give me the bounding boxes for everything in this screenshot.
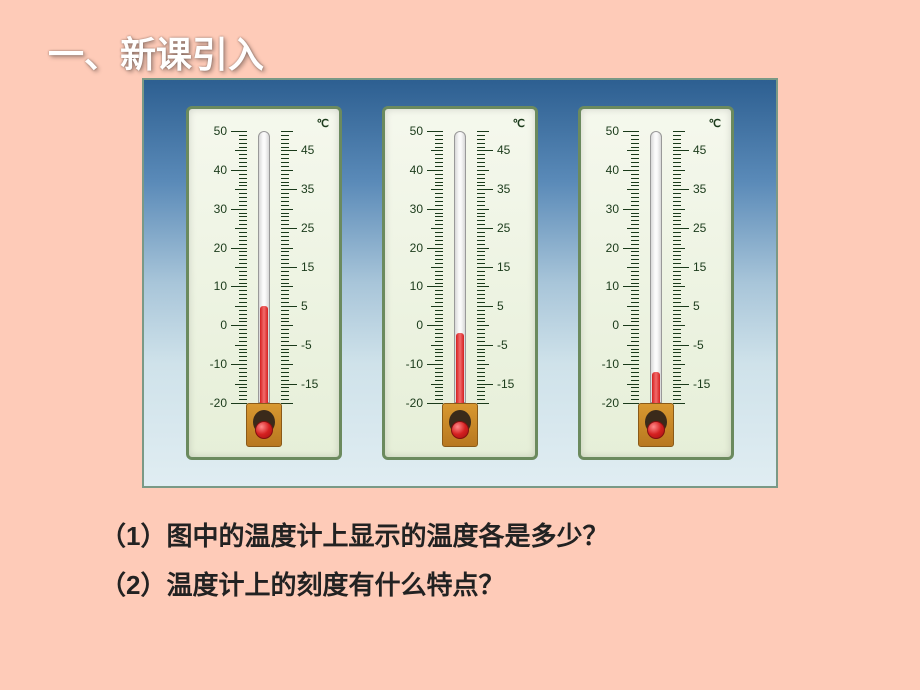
- scale-label: 20: [606, 242, 619, 254]
- thermometer-3: ℃ 50 40 30 20 10 0 -10 -20 45 35 25 15 5 -5 -15: [578, 106, 734, 460]
- scale-label: -5: [301, 339, 312, 351]
- unit-label: ℃: [513, 117, 525, 130]
- tube: [255, 131, 273, 403]
- thermometer-1: ℃ 50 40 30 20 10 0 -10 -20 45 35 25 15 5 -5 -15: [186, 106, 342, 460]
- question-1: （1）图中的温度计上显示的温度各是多少？: [100, 512, 608, 561]
- scale-label: 40: [410, 164, 423, 176]
- scale-label: -10: [406, 358, 423, 370]
- bulb: [255, 421, 273, 439]
- scale-label: 0: [416, 319, 423, 331]
- scale-label: 20: [410, 242, 423, 254]
- scale-label: 40: [214, 164, 227, 176]
- thermometer-2: ℃ 50 40 30 20 10 0 -10 -20 45 35 25 15 5 -5 -15: [382, 106, 538, 460]
- scale-label: 50: [410, 125, 423, 137]
- scale-label: 30: [214, 203, 227, 215]
- scale-right: 45 35 25 15 5 -5 -15: [477, 131, 521, 403]
- scale-label: -5: [497, 339, 508, 351]
- mercury-column: [652, 372, 660, 403]
- question-block: （1）图中的温度计上显示的温度各是多少？ （2）温度计上的刻度有什么特点？: [100, 512, 608, 611]
- scale-label: 5: [693, 300, 700, 312]
- scale-label: 25: [497, 222, 510, 234]
- scale-label: 15: [301, 261, 314, 273]
- scale-label: 50: [606, 125, 619, 137]
- unit-label: ℃: [317, 117, 329, 130]
- scale-label: 30: [410, 203, 423, 215]
- scale-label: 0: [220, 319, 227, 331]
- thermometer-figure: ℃50403020100-10-20453525155-5-15℃5040302…: [142, 78, 778, 488]
- scale-label: -10: [210, 358, 227, 370]
- scale-label: -15: [497, 378, 514, 390]
- scale-label: 25: [693, 222, 706, 234]
- scale-label: 45: [497, 144, 510, 156]
- scale-label: 25: [301, 222, 314, 234]
- scale-left: 50403020100-10-20: [595, 131, 639, 403]
- thermometer-row: ℃50403020100-10-20453525155-5-15℃5040302…: [144, 80, 776, 486]
- scale-label: -15: [693, 378, 710, 390]
- scale-label: 50: [214, 125, 227, 137]
- scale-label: 30: [606, 203, 619, 215]
- scale-label: -20: [406, 397, 423, 409]
- scale-label: 35: [693, 183, 706, 195]
- mercury-column: [260, 306, 268, 403]
- tube: [647, 131, 665, 403]
- scale-label: 10: [214, 280, 227, 292]
- scale-label: -10: [602, 358, 619, 370]
- scale-label: -5: [693, 339, 704, 351]
- scale-label: 35: [497, 183, 510, 195]
- scale-label: 15: [497, 261, 510, 273]
- scale-label: 5: [497, 300, 504, 312]
- scale-right: 45 35 25 15 5 -5 -15: [281, 131, 325, 403]
- scale-label: 10: [606, 280, 619, 292]
- scale-label: -20: [210, 397, 227, 409]
- mercury-column: [456, 333, 464, 403]
- scale-right: 45 35 25 15 5 -5 -15: [673, 131, 717, 403]
- question-2: （2）温度计上的刻度有什么特点？: [100, 561, 608, 610]
- bulb: [647, 421, 665, 439]
- scale-label: 0: [612, 319, 619, 331]
- unit-label: ℃: [709, 117, 721, 130]
- bulb: [451, 421, 469, 439]
- scale-label: -15: [301, 378, 318, 390]
- scale-label: 5: [301, 300, 308, 312]
- section-title: 一、新课引入: [48, 26, 264, 78]
- tube: [451, 131, 469, 403]
- scale-label: 10: [410, 280, 423, 292]
- scale-label: -20: [602, 397, 619, 409]
- scale-label: 45: [693, 144, 706, 156]
- scale-label: 20: [214, 242, 227, 254]
- scale-left: 50403020100-10-20: [399, 131, 443, 403]
- scale-label: 35: [301, 183, 314, 195]
- scale-label: 15: [693, 261, 706, 273]
- scale-label: 45: [301, 144, 314, 156]
- scale-label: 40: [606, 164, 619, 176]
- scale-left: 50403020100-10-20: [203, 131, 247, 403]
